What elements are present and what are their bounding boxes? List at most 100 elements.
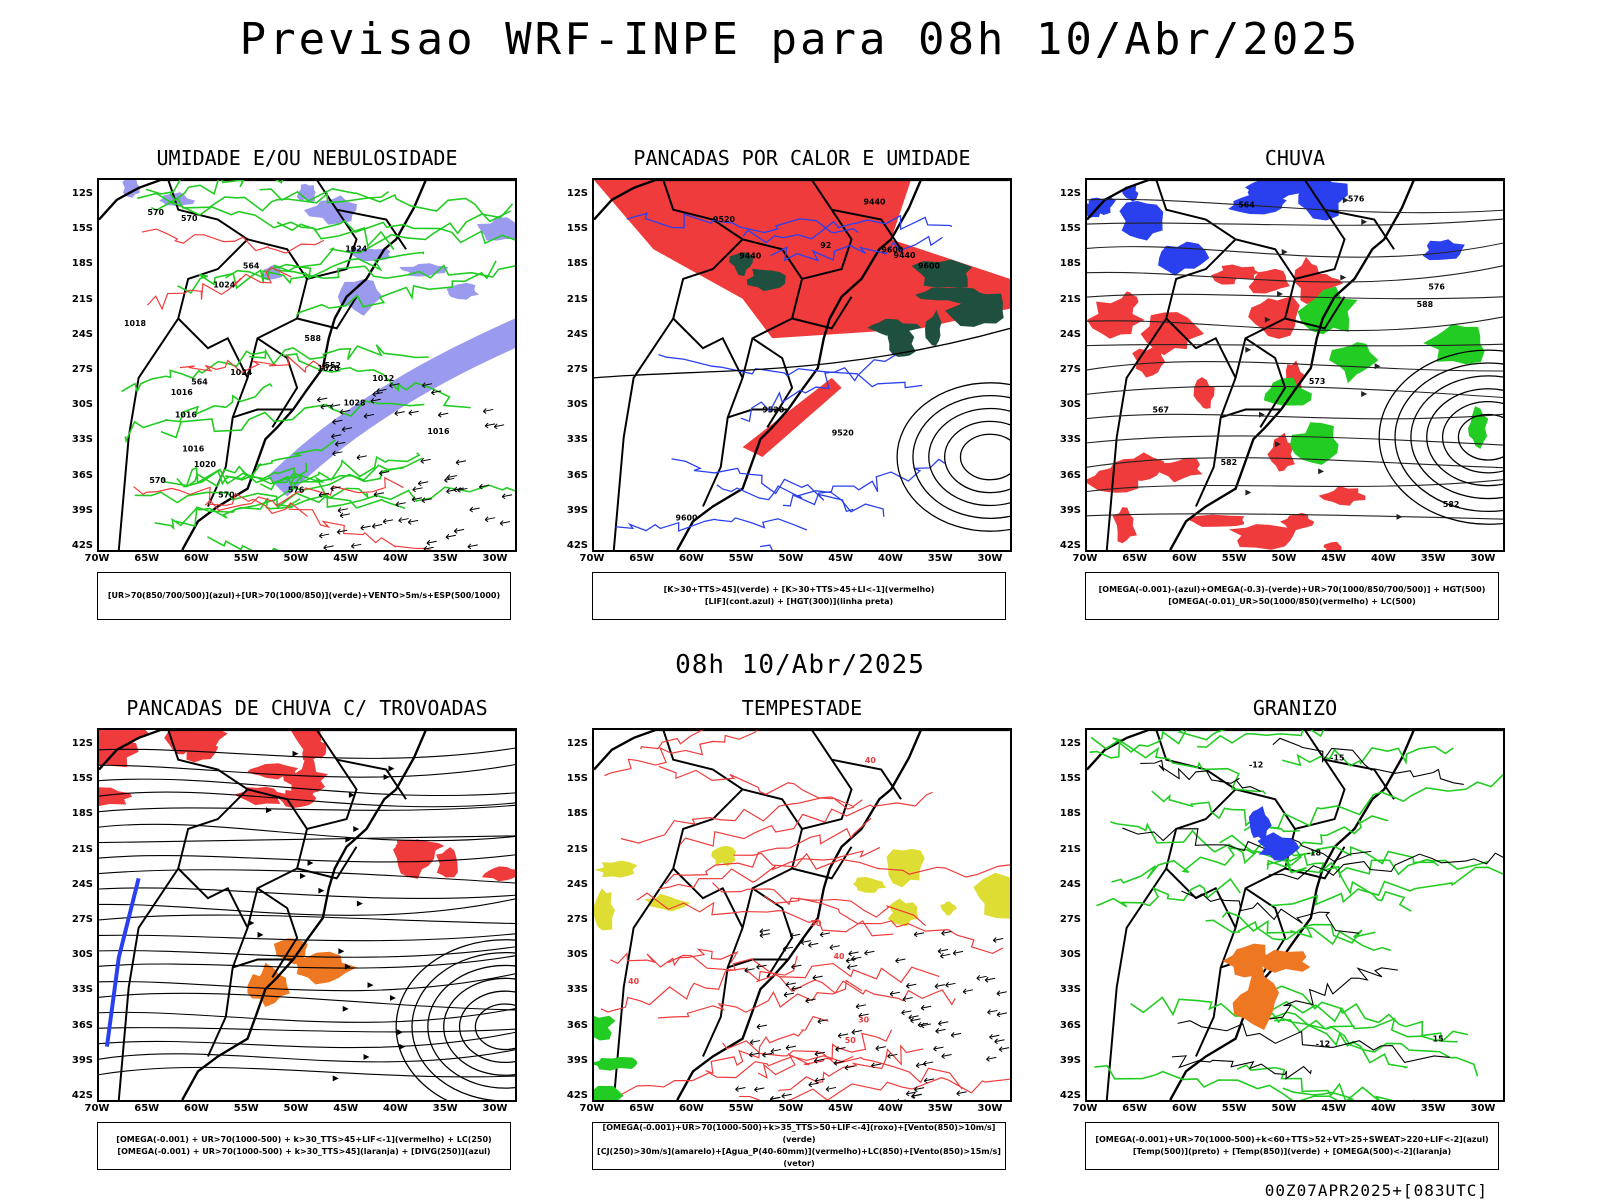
country-border [336,758,407,800]
contour-label: 588 [304,334,321,343]
wind-vector [905,1090,917,1097]
convective-area-green [746,268,786,292]
contour-label: 570 [148,208,165,217]
forecast-map: 588 582 576 576 573 582 567 564 [1085,178,1505,552]
wind-vector [484,516,496,523]
omega-area-orange [1222,943,1273,978]
flow-arrow-icon [292,750,299,757]
humidity-low-contour [274,264,515,280]
storm-area-red [186,734,217,752]
latitude-label: 24S [566,878,588,890]
legend-text: [OMEGA(-0.01)_UR>50(1000/850)(vermelho) … [1168,597,1416,606]
convective-area-red [594,180,1010,339]
latitude-label: 15S [566,773,588,785]
latitude-label: 36S [71,469,93,481]
latitude-label: 30S [71,949,93,961]
contour-label: 1024 [213,280,236,289]
contour-label: 1016 [427,427,450,436]
streamline [1087,343,1503,347]
convective-area-green [925,310,942,346]
flow-arrow-icon [1277,291,1283,297]
convective-area-green [911,259,973,288]
jet-stream-area [644,893,691,912]
wind-vector [814,1077,825,1084]
wind-vector [762,1051,773,1058]
temp-850-contour [1243,773,1503,832]
temp-850-contour [1089,730,1227,759]
longitude-label: 65W [629,553,655,564]
rain-area-blue [1158,241,1210,276]
longitude-label: 30W [482,1103,508,1114]
country-border [1105,238,1237,550]
flow-arrow-icon [1374,363,1381,370]
rain-area-red [1109,452,1165,481]
latitude-label: 30S [1059,949,1081,961]
wind-vector [421,497,432,504]
wind-vector [376,388,387,394]
contour-label: 570 [149,476,166,485]
country-border [1284,296,1346,330]
longitude-label: 70W [579,1103,605,1114]
wind-vector [791,963,802,970]
latitude-label: 18S [566,258,588,270]
jet-stream-area [940,901,957,916]
longitude-label: 60W [679,553,704,564]
latitude-label: 30S [566,949,588,961]
coastline [594,730,1010,1100]
latitude-label: 12S [1059,738,1081,749]
humidity-low-contour [124,382,273,444]
flow-arrow-icon [1274,441,1281,448]
flow-arrow-icon [345,836,352,843]
pressure-contour [474,1003,515,1051]
temp-850-contour [1219,834,1439,867]
streamline [99,791,515,808]
storm-area-red [99,787,133,807]
humidity-low-contour [154,497,301,531]
pressure-contour [1457,413,1503,461]
pressure-contour [928,407,1010,507]
contour-label: 9520 [832,429,855,438]
main-title: Previsao WRF-INPE para 08h 10/Abr/2025 [239,14,1361,65]
precipitable-water-contour [620,796,863,844]
country-border [117,788,249,1100]
longitude-label: 30W [482,553,508,564]
latitude-label: 42S [71,540,93,551]
humidity-low-contour [175,457,423,528]
lifted-index-contour [615,517,808,532]
longitude-label: 65W [1122,1103,1148,1114]
wind-vector [935,1028,946,1034]
longitude-label: 50W [1271,553,1297,564]
wind-vector [455,459,467,466]
flow-arrow-icon [344,963,351,970]
streamline [1087,513,1503,520]
longitude-label: 65W [134,553,160,564]
contour-label: 552 [324,361,341,370]
pressure-contour [443,977,515,1076]
wind-vector [945,981,956,988]
wind-vector [905,982,917,989]
streamline [1087,385,1503,399]
wind-vector [996,990,1007,997]
streamline [1087,479,1503,493]
longitude-label: 65W [629,1103,655,1114]
streamline [99,1027,515,1033]
longitude-label: 60W [1172,1103,1197,1114]
omega-area-orange [1255,949,1311,973]
latitude-label: 18S [1059,258,1081,270]
contour-label: 576 [288,485,305,494]
wind-vector [782,945,794,952]
country-border [177,867,249,929]
temp-850-contour [1266,815,1389,870]
map-canvas [99,730,515,1100]
streamline [99,1031,515,1049]
wind-vector [318,532,330,539]
flow-arrow-icon [248,920,255,926]
coastline [1087,180,1503,550]
country-border [296,296,358,330]
flow-arrow-icon [367,982,374,989]
wind-vector [933,1045,944,1052]
wind-vector [952,950,964,956]
thickness-contour [288,508,432,550]
wind-vector [339,512,351,519]
wind-vector [923,1077,935,1084]
